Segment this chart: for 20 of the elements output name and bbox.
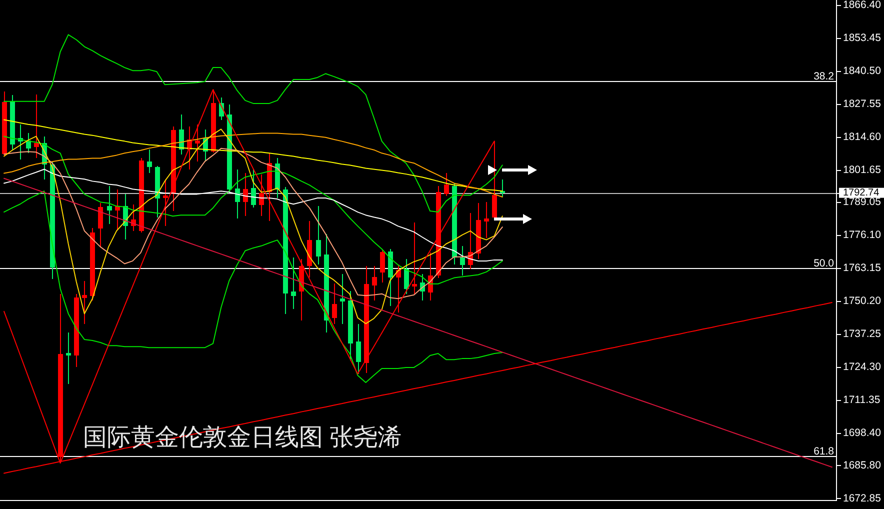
y-tick-label: 1724.30 xyxy=(843,361,882,374)
y-tick-label: 1672.85 xyxy=(843,492,882,504)
y-tick-label: 1789.05 xyxy=(843,196,882,208)
y-tick-label: 1853.45 xyxy=(843,32,882,44)
y-tick-label: 1776.10 xyxy=(843,229,882,242)
y2-tick-label: 61.8 xyxy=(814,446,834,458)
y-tick-label: 1866.40 xyxy=(843,0,882,12)
y-tick-label: 1792.74 xyxy=(843,187,880,198)
y-tick-label: 1750.20 xyxy=(843,295,882,308)
y2-tick-label: 38.2 xyxy=(814,70,834,82)
y-tick-label: 1801.65 xyxy=(843,164,882,176)
y-tick-label: 1685.80 xyxy=(843,459,882,472)
y2-tick-label: 50.0 xyxy=(814,258,834,270)
y-tick-label: 1827.55 xyxy=(843,98,882,110)
y-tick-label: 1814.60 xyxy=(843,131,882,144)
y-tick-label: 1711.35 xyxy=(843,394,880,406)
y-tick-label: 1737.25 xyxy=(843,328,882,340)
y-tick-label: 1840.50 xyxy=(843,65,882,78)
y-tick-label: 1763.15 xyxy=(843,262,882,274)
y-tick-label: 1698.40 xyxy=(843,427,882,440)
